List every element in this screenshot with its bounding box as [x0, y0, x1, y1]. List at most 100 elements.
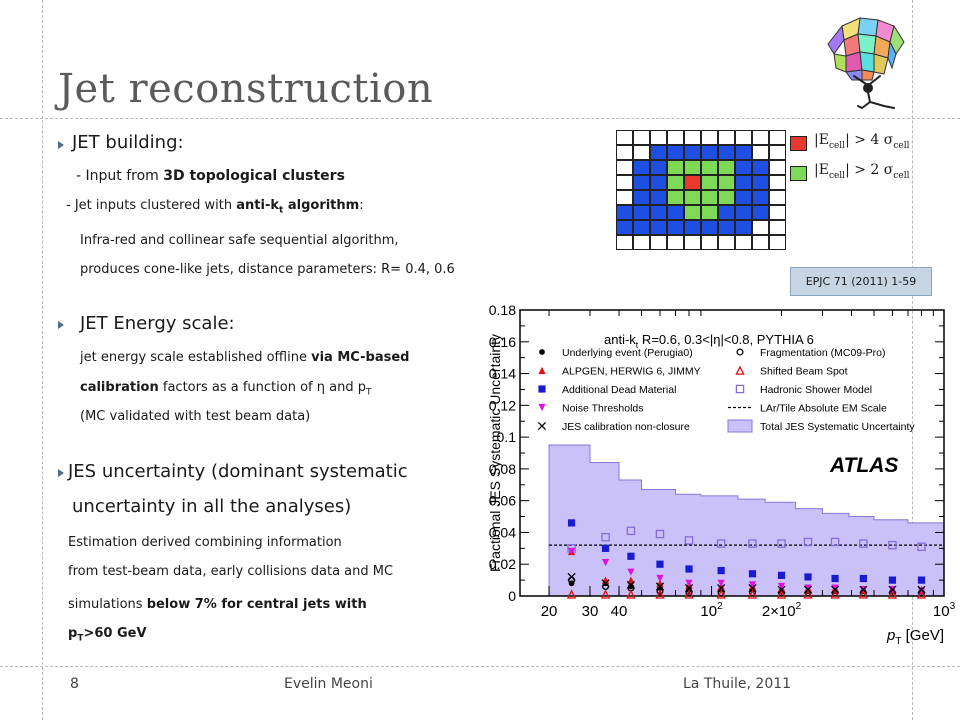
data-point: [831, 584, 839, 592]
cluster-cell: [735, 205, 752, 220]
cluster-cell: [667, 175, 684, 190]
data-point: [859, 585, 868, 594]
data-point: [777, 571, 786, 579]
cluster-cell: [735, 130, 752, 145]
legend-green-rest: | > 2 σ: [845, 162, 894, 178]
section1-line4: produces cone-like jets, distance parame…: [80, 262, 455, 277]
section2-line2-text: factors as a function of η and p: [158, 380, 366, 395]
cluster-cell: [769, 145, 786, 160]
cluster-cell: [752, 235, 769, 250]
legend-label: Noise Thresholds: [562, 403, 644, 415]
section3-line4: pT>60 GeV: [68, 626, 147, 644]
cluster-row: [616, 220, 786, 235]
data-point: [684, 589, 694, 599]
cluster-cell: [633, 235, 650, 250]
legend-marker: [735, 365, 745, 375]
section1-heading: JET building:: [72, 132, 184, 153]
cluster-cell: [650, 220, 667, 235]
data-point: [831, 574, 839, 583]
cluster-cell: [701, 175, 718, 190]
cluster-cell: [650, 175, 667, 190]
data-point: [601, 559, 610, 567]
cluster-cell: [718, 145, 735, 160]
data-point: [747, 589, 758, 599]
legend-red-rest: | > 4 σ: [845, 132, 894, 148]
data-point: [804, 584, 812, 592]
legend-label: ALPGEN, HERWIG 6, JIMMY: [562, 366, 701, 378]
data-point: [916, 589, 927, 599]
cluster-cell: [701, 205, 718, 220]
data-point: [716, 589, 726, 599]
data-point: [655, 582, 665, 591]
cluster-cell: [667, 160, 684, 175]
cluster-cell: [769, 220, 786, 235]
legend-label: LAr/Tile Absolute EM Scale: [760, 403, 887, 415]
page-number: 8: [70, 676, 79, 692]
cluster-cell: [735, 190, 752, 205]
cluster-cell: [650, 235, 667, 250]
y-tick-label: 0: [508, 588, 516, 604]
cluster-cell: [701, 235, 718, 250]
data-point: [748, 583, 757, 593]
section1-line2-bold: anti-k: [236, 198, 280, 213]
legend-red-e: |E: [814, 132, 829, 148]
cluster-cell: [752, 175, 769, 190]
cluster-cell: [684, 145, 701, 160]
section2-line3: (MC validated with test beam data): [80, 409, 311, 424]
section1-line1: - Input from 3D topological clusters: [76, 168, 345, 184]
cluster-cell: [650, 205, 667, 220]
x-tick-label: 102: [700, 601, 723, 620]
data-point: [626, 526, 636, 536]
data-point: [627, 576, 635, 584]
cluster-cell: [769, 205, 786, 220]
section2-line2: calibration factors as a function of η a…: [80, 380, 371, 398]
x-tick-label: 2×102: [762, 601, 802, 620]
data-point: [917, 587, 926, 595]
jes-uncertainty-chart: 0 0.02 0.04 0.06 0.08 0.1 0.12 0.14 0.16 0.18 20 30…: [487, 302, 956, 646]
legend-label: Underlying event (Perugia0): [562, 347, 693, 359]
section1-line2-text: - Jet inputs clustered with: [66, 198, 237, 213]
section2-line1-text: jet energy scale established offline: [80, 350, 312, 365]
cluster-cell: [667, 205, 684, 220]
legend-marker: [538, 385, 546, 393]
data-point: [917, 585, 926, 594]
footer-venue: La Thuile, 2011: [683, 676, 792, 692]
legend-marker: [539, 349, 545, 355]
cluster-cell: [752, 160, 769, 175]
section3-heading-line2: uncertainty in all the analyses): [72, 496, 352, 517]
legend-red-swatch: [790, 136, 807, 151]
legend-green-e: |E: [814, 162, 829, 178]
cluster-cell: [718, 220, 735, 235]
section1-line1-text: - Input from: [76, 168, 164, 184]
data-point: [859, 574, 867, 583]
cluster-cell: [616, 190, 633, 205]
section3-line2: from test-beam data, early collisions da…: [68, 564, 394, 579]
data-point: [716, 539, 726, 548]
data-point: [917, 576, 926, 584]
cluster-row: [616, 175, 786, 190]
legend-red-label: |Ecell| > 4 σcell: [814, 132, 909, 151]
legend-marker: [735, 384, 745, 394]
cluster-cell: [650, 130, 667, 145]
section3-line4-sub: T: [77, 633, 84, 644]
data-point: [567, 572, 576, 581]
legend-marker: [537, 421, 547, 431]
cluster-row: [616, 205, 786, 220]
data-point: [685, 565, 693, 573]
data-point: [684, 583, 694, 593]
data-point: [626, 580, 635, 589]
cluster-cell: [684, 190, 701, 205]
data-point: [717, 583, 726, 593]
legend-label: Additional Dead Material: [562, 384, 676, 396]
cluster-cell: [616, 220, 633, 235]
cluster-cell: [616, 130, 633, 145]
cluster-cell: [616, 175, 633, 190]
y-tick-label: 0.06: [489, 493, 516, 509]
section3-heading-line1: JES uncertainty (dominant systematic: [68, 461, 408, 482]
data-point: [887, 589, 898, 599]
cluster-cell: [633, 160, 650, 175]
cluster-cell: [752, 220, 769, 235]
cluster-cell: [667, 220, 684, 235]
cluster-cell: [684, 130, 701, 145]
data-point: [656, 560, 664, 568]
